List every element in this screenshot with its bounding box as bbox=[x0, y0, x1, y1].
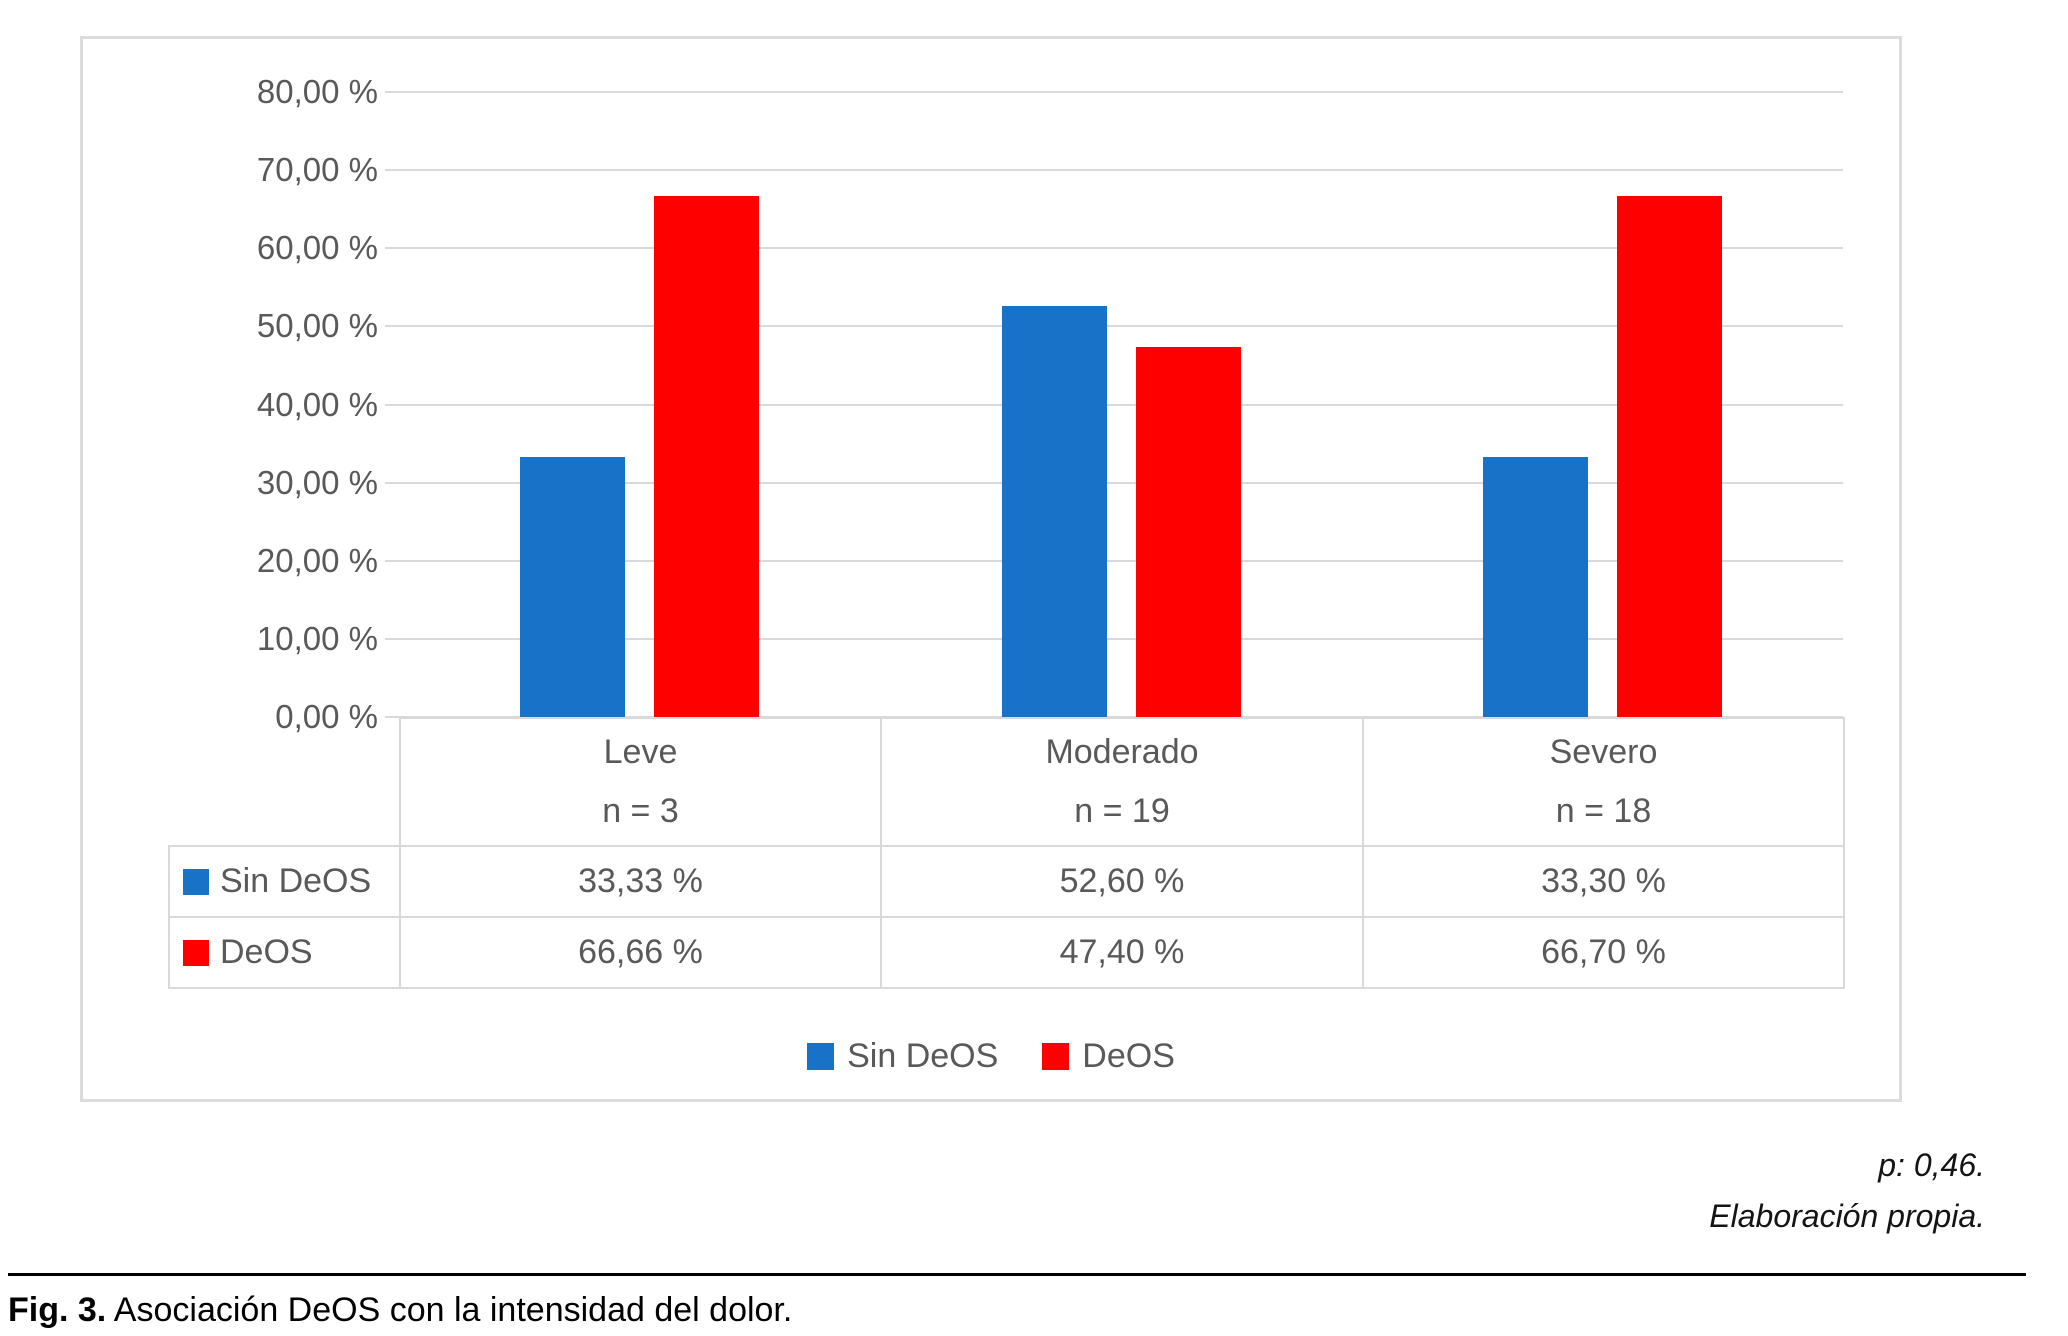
table-value-cell: 66,70 % bbox=[1362, 916, 1845, 989]
y-axis-tick-label: 80,00 % bbox=[256, 73, 378, 110]
bar-deos-severo bbox=[1616, 195, 1722, 717]
legend-swatch-icon bbox=[1042, 1042, 1070, 1070]
category-count: n = 19 bbox=[1074, 792, 1170, 830]
figure-caption-label: Fig. 3. bbox=[8, 1291, 107, 1329]
y-axis-tick-label: 70,00 % bbox=[256, 151, 378, 189]
table-value-cell: 33,33 % bbox=[399, 845, 882, 918]
figure-caption: Fig. 3. Asociación DeOS con la intensida… bbox=[8, 1288, 792, 1332]
gridline bbox=[385, 247, 1843, 250]
y-axis-tick-label: 30,00 % bbox=[256, 463, 378, 501]
figure-footnotes: p: 0,46. Elaboración propia. bbox=[1709, 1140, 1985, 1242]
legend-swatch-icon bbox=[807, 1042, 835, 1070]
gridline bbox=[385, 91, 1843, 93]
y-axis-tick-label: 60,00 % bbox=[256, 229, 378, 267]
table-header-severo: Severo n = 18 bbox=[1362, 717, 1845, 847]
bar-sin-deos-moderado bbox=[1001, 306, 1107, 717]
gridline bbox=[385, 325, 1843, 328]
y-axis-tick-label: 40,00 % bbox=[256, 385, 378, 423]
legend-label: DeOS bbox=[1082, 1036, 1175, 1075]
table-value-cell: 47,40 % bbox=[880, 916, 1364, 989]
y-axis-tick-label: 0,00 % bbox=[275, 698, 378, 735]
y-axis-tick-label: 50,00 % bbox=[256, 307, 378, 345]
gridline bbox=[385, 559, 1843, 562]
y-axis-tick-label: 10,00 % bbox=[256, 619, 378, 657]
table-header-leve: Leve n = 3 bbox=[399, 717, 882, 847]
gridline bbox=[385, 169, 1843, 172]
table-row-header-deos: DeOS bbox=[168, 916, 401, 989]
table-value-cell: 52,60 % bbox=[880, 845, 1364, 918]
p-value-note: p: 0,46. bbox=[1878, 1147, 1985, 1183]
series-swatch-icon bbox=[183, 868, 209, 895]
category-name: Moderado bbox=[1045, 733, 1199, 771]
source-note: Elaboración propia. bbox=[1709, 1198, 1985, 1234]
series-swatch-icon bbox=[183, 939, 209, 966]
bar-deos-leve bbox=[654, 196, 760, 717]
table-row-header-sin-deos: Sin DeOS bbox=[168, 845, 401, 918]
bar-sin-deos-severo bbox=[1482, 456, 1588, 717]
gridline bbox=[385, 481, 1843, 484]
bar-sin-deos-leve bbox=[520, 456, 626, 717]
gridline bbox=[385, 403, 1843, 406]
table-header-moderado: Moderado n = 19 bbox=[880, 717, 1364, 847]
series-name: Sin DeOS bbox=[220, 862, 372, 900]
category-name: Leve bbox=[603, 733, 678, 771]
gridline bbox=[385, 637, 1843, 640]
caption-divider bbox=[8, 1273, 2026, 1276]
bar-deos-moderado bbox=[1135, 346, 1241, 717]
category-count: n = 18 bbox=[1555, 792, 1652, 830]
table-value-cell: 33,30 % bbox=[1362, 845, 1845, 918]
y-axis-tick-label: 20,00 % bbox=[256, 541, 378, 579]
legend-label: Sin DeOS bbox=[847, 1036, 999, 1075]
category-count: n = 3 bbox=[602, 792, 679, 830]
figure-caption-text: Asociación DeOS con la intensidad del do… bbox=[106, 1291, 793, 1329]
chart-legend: Sin DeOS DeOS bbox=[80, 1030, 1902, 1082]
series-name: DeOS bbox=[220, 933, 313, 971]
legend-item-sin-deos: Sin DeOS bbox=[807, 1037, 998, 1076]
table-value-cell: 66,66 % bbox=[399, 916, 882, 989]
legend-item-deos: DeOS bbox=[1042, 1037, 1175, 1076]
category-name: Severo bbox=[1549, 733, 1658, 771]
